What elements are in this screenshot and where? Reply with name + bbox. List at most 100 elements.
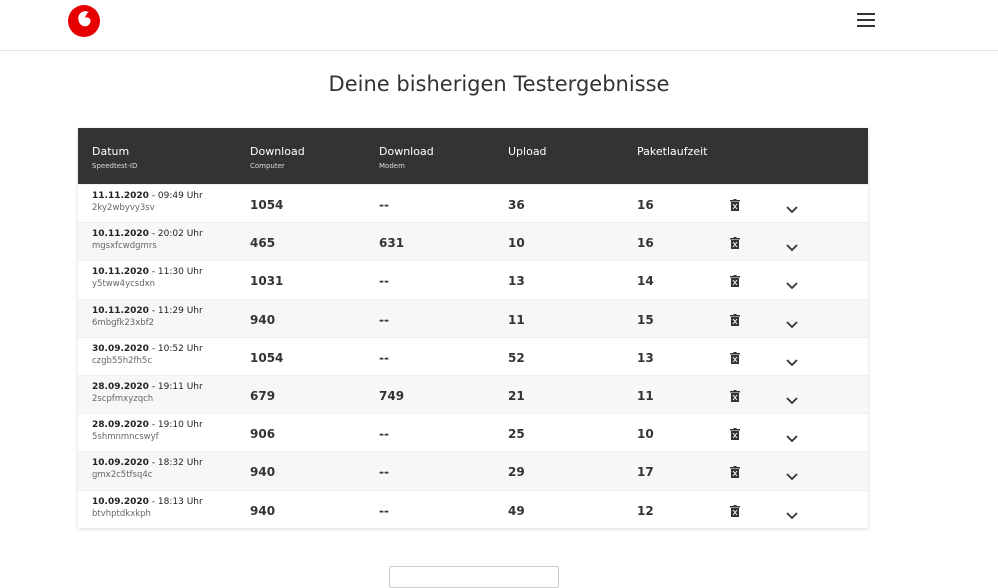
date: 10.11.2020 — [92, 267, 149, 278]
upload: 36 — [508, 198, 525, 212]
table-row: 10.09.2020 - 18:13 Uhr btvhptdkxkph 940 -- 4… — [78, 489, 868, 528]
latency: 14 — [637, 274, 654, 289]
upload: 29 — [508, 465, 525, 480]
download-computer: 1031 — [250, 274, 284, 289]
header-sublabel: Modem — [379, 162, 405, 170]
download-modem: -- — [379, 350, 389, 365]
delete-button[interactable] — [729, 197, 741, 216]
upload: 49 — [508, 503, 525, 518]
page: Deine bisherigen Testergebnisse Datum Spe… — [0, 4, 998, 588]
header-sublabel: Speedtest-ID — [92, 162, 138, 170]
date: 28.09.2020 — [92, 420, 149, 431]
column-header: Paketlaufzeit — [637, 145, 708, 158]
upload: 10 — [508, 236, 525, 251]
table-header: Datum Speedtest-ID Download Computer Downloa… — [78, 128, 868, 184]
expand-button[interactable] — [785, 315, 799, 334]
date-cell: 11.11.2020 - 09:49 Uhr 2ky2wbyvy3sv — [92, 191, 203, 213]
download-computer: 1054 — [250, 198, 284, 212]
table-row: 10.11.2020 - 20:02 Uhr mgsxfcwdgmrs 465 631… — [78, 222, 868, 261]
download-computer: 940 — [250, 312, 276, 327]
latency: 16 — [637, 198, 654, 212]
date: 11.11.2020 — [92, 191, 149, 201]
expand-button[interactable] — [785, 391, 799, 410]
download-modem: -- — [379, 465, 389, 480]
table-row: 10.11.2020 - 11:29 Uhr 6mbgfk23xbf2 940 -- 1… — [78, 298, 868, 337]
time: - 20:02 Uhr — [151, 229, 203, 240]
upload: 11 — [508, 312, 525, 327]
latency: 17 — [637, 465, 654, 480]
upload: 25 — [508, 427, 525, 442]
column-header: Datum Speedtest-ID — [92, 145, 137, 170]
speedtest-id: 2scpfmxyzqch — [92, 393, 154, 404]
table-row: 30.09.2020 - 10:52 Uhr czgb55h2fh5c 1054 --… — [78, 336, 868, 375]
table-row: 10.09.2020 - 18:32 Uhr gmx2c5tfsq4c 940 -- 2… — [78, 451, 868, 490]
header-label: Datum — [92, 145, 130, 158]
date: 30.09.2020 — [92, 343, 149, 354]
table-row: 11.11.2020 - 09:49 Uhr 2ky2wbyvy3sv 1054 --… — [78, 184, 868, 223]
date: 28.09.2020 — [92, 381, 149, 392]
table-row: 10.11.2020 - 11:30 Uhr y5tww4ycsdxn 1031 --… — [78, 260, 868, 299]
download-modem: -- — [379, 503, 389, 518]
time: - 11:29 Uhr — [151, 305, 203, 316]
delete-button[interactable] — [729, 350, 741, 369]
time: - 10:52 Uhr — [151, 343, 203, 354]
header-label: Download — [379, 145, 434, 158]
speedtest-id: 2ky2wbyvy3sv — [92, 203, 155, 213]
date-cell: 10.11.2020 - 11:30 Uhr y5tww4ycsdxn — [92, 267, 203, 289]
delete-button[interactable] — [729, 388, 741, 407]
upload: 52 — [508, 350, 525, 365]
date-cell: 10.11.2020 - 11:29 Uhr 6mbgfk23xbf2 — [92, 306, 203, 328]
date: 10.09.2020 — [92, 458, 149, 469]
download-computer: 906 — [250, 427, 276, 442]
time: - 18:32 Uhr — [151, 458, 203, 469]
expand-button[interactable] — [785, 276, 799, 295]
header-label: Download — [250, 145, 305, 158]
download-modem: -- — [379, 312, 389, 327]
speedtest-id: 5shmnmncswyf — [92, 432, 159, 443]
date-cell: 28.09.2020 - 19:11 Uhr 2scpfmxyzqch — [92, 382, 203, 404]
download-computer: 940 — [250, 503, 276, 518]
menu-button[interactable] — [856, 11, 876, 29]
logo[interactable] — [68, 4, 102, 38]
expand-button[interactable] — [785, 200, 799, 219]
delete-button[interactable] — [729, 235, 741, 254]
latency: 10 — [637, 427, 654, 442]
delete-button[interactable] — [729, 426, 741, 445]
page-title: Deine bisherigen Testergebnisse — [328, 72, 670, 96]
latency: 15 — [637, 312, 654, 327]
time: - 18:13 Uhr — [151, 496, 203, 507]
download-computer: 465 — [250, 236, 276, 251]
latency: 16 — [637, 236, 654, 251]
date-cell: 30.09.2020 - 10:52 Uhr czgb55h2fh5c — [92, 344, 203, 366]
expand-button[interactable] — [785, 467, 799, 486]
expand-button[interactable] — [785, 506, 799, 525]
button[interactable] — [389, 566, 559, 588]
download-computer: 679 — [250, 388, 276, 403]
download-computer: 1054 — [250, 350, 284, 365]
download-computer: 940 — [250, 465, 276, 480]
time: - 19:11 Uhr — [151, 381, 203, 392]
expand-button[interactable] — [785, 429, 799, 448]
download-modem: -- — [379, 427, 389, 442]
speedtest-id: gmx2c5tfsq4c — [92, 470, 153, 481]
expand-button[interactable] — [785, 238, 799, 257]
date: 10.11.2020 — [92, 229, 149, 240]
delete-button[interactable] — [729, 503, 741, 522]
date-cell: 28.09.2020 - 19:10 Uhr 5shmnmncswyf — [92, 420, 203, 442]
table-row: 28.09.2020 - 19:10 Uhr 5shmnmncswyf 906 -- 2… — [78, 413, 868, 452]
delete-button[interactable] — [729, 464, 741, 483]
download-modem: 631 — [379, 236, 405, 251]
column-header: Upload — [508, 145, 547, 158]
upload: 13 — [508, 274, 525, 289]
header-label: Upload — [508, 145, 547, 158]
delete-button[interactable] — [729, 273, 741, 292]
results-table: Datum Speedtest-ID Download Computer Downloa… — [78, 128, 868, 528]
column-header: Download Computer — [250, 145, 305, 170]
expand-button[interactable] — [785, 353, 799, 372]
date-cell: 10.11.2020 - 20:02 Uhr mgsxfcwdgmrs — [92, 229, 203, 251]
delete-button[interactable] — [729, 312, 741, 331]
date: 10.09.2020 — [92, 496, 149, 507]
date-cell: 10.09.2020 - 18:32 Uhr gmx2c5tfsq4c — [92, 458, 203, 480]
date-cell: 10.09.2020 - 18:13 Uhr btvhptdkxkph — [92, 497, 203, 519]
latency: 12 — [637, 503, 654, 518]
